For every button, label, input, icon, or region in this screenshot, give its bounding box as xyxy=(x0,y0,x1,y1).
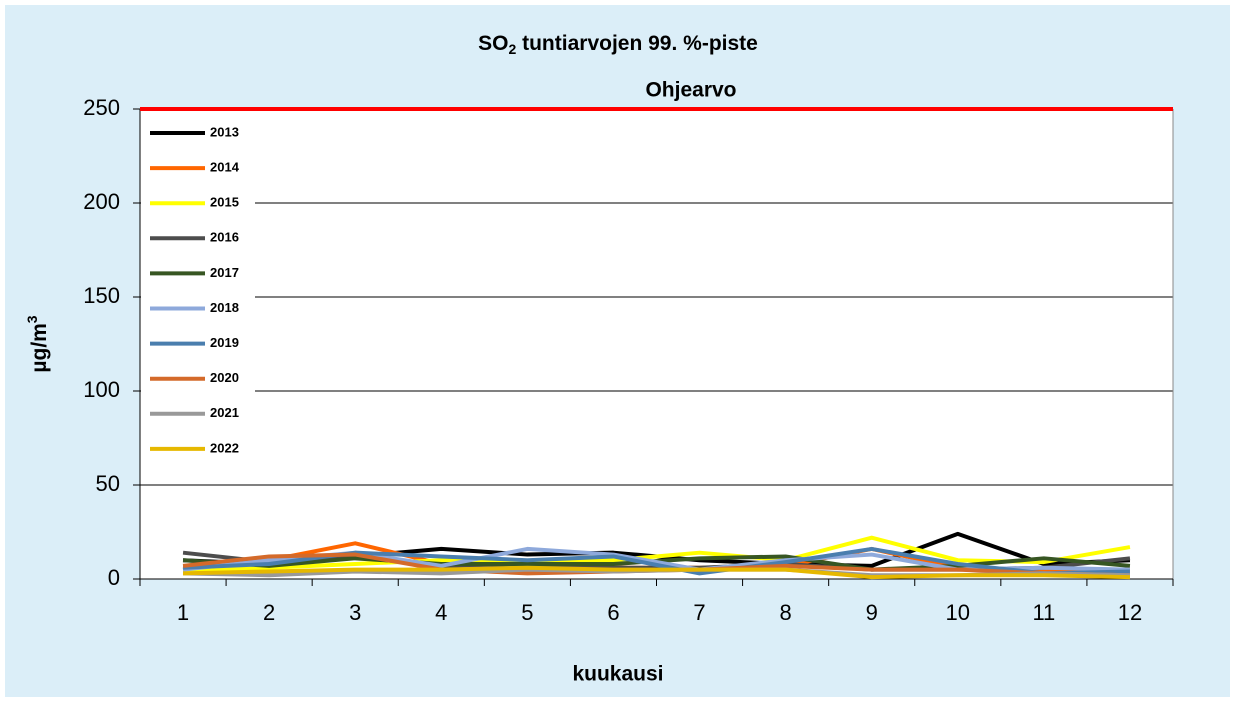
x-tick-label: 10 xyxy=(946,600,970,625)
series-line xyxy=(182,565,1131,580)
chart-title: SO2 tuntiarvojen 99. %-piste xyxy=(478,32,758,57)
y-tick-label: 200 xyxy=(83,189,120,214)
y-tick-label: 0 xyxy=(108,565,120,590)
y-tick-label: 50 xyxy=(96,471,120,496)
title-subscript: 2 xyxy=(508,41,516,57)
legend-label: 2018 xyxy=(210,300,239,315)
series-line xyxy=(182,535,1131,574)
y-tick-label: 100 xyxy=(83,377,120,402)
x-tick-label: 7 xyxy=(693,600,705,625)
x-tick-label: 3 xyxy=(349,600,361,625)
legend-label: 2017 xyxy=(210,265,239,280)
legend-label: 2020 xyxy=(210,370,239,385)
legend-label: 2013 xyxy=(210,124,239,139)
y-tick-label: 250 xyxy=(83,95,120,120)
x-tick-label: 9 xyxy=(866,600,878,625)
legend-background xyxy=(141,115,255,465)
x-tick-label: 12 xyxy=(1118,600,1142,625)
x-tick-label: 2 xyxy=(263,600,275,625)
x-axis-label: kuukausi xyxy=(572,663,663,686)
x-tick-label: 8 xyxy=(780,600,792,625)
legend-label: 2019 xyxy=(210,335,239,350)
x-tick-label: 5 xyxy=(521,600,533,625)
y-axis-label: µg/m3 xyxy=(24,315,51,372)
legend-label: 2015 xyxy=(210,195,239,210)
plot-area xyxy=(140,109,1173,579)
x-tick-label: 1 xyxy=(177,600,189,625)
legend-label: 2022 xyxy=(210,440,239,455)
x-tick-label: 11 xyxy=(1032,600,1055,625)
y-label-superscript: 3 xyxy=(24,315,40,323)
y-tick-label: 150 xyxy=(83,283,120,308)
y-label-part: µg/m xyxy=(28,323,51,372)
legend-label: 2016 xyxy=(210,230,239,245)
title-part: SO xyxy=(478,32,508,55)
title-part: tuntiarvojen 99. %-piste xyxy=(516,32,758,55)
x-tick-label: 4 xyxy=(435,600,447,625)
legend-label: 2014 xyxy=(210,160,240,175)
legend-label: 2021 xyxy=(210,405,239,420)
x-tick-label: 6 xyxy=(607,600,619,625)
reference-label: Ohjearvo xyxy=(645,79,736,102)
